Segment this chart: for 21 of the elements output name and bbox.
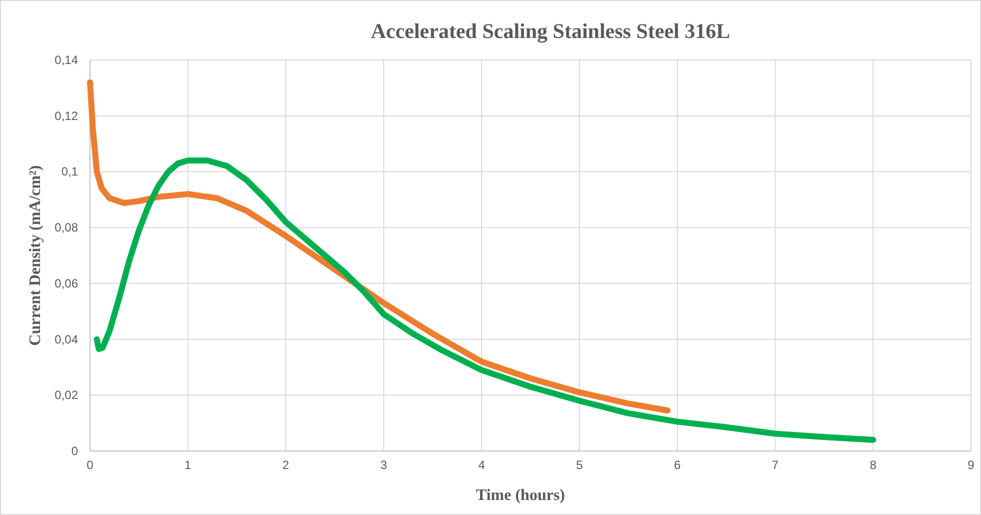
x-tick-label: 9 [968,458,975,472]
y-tick-label: 0,12 [54,108,78,123]
y-tick-label: 0,04 [54,332,78,346]
y-tick-label: 0 [71,444,78,458]
y-tick-label: 0,08 [54,220,78,235]
x-tick-label: 5 [576,458,584,472]
y-tick-label: 0,14 [54,53,78,67]
x-tick-label: 6 [674,458,681,472]
x-tick-label: 7 [772,458,779,472]
y-tick-label: 0,02 [54,388,78,402]
y-axis-title: Current Density (mA/cm²) [27,165,44,346]
y-tick-label: 0,1 [61,164,78,179]
x-tick-label: 1 [184,458,192,472]
x-axis-title: Time (hours) [476,487,566,504]
x-tick-label: 4 [478,458,486,472]
x-tick-label: 3 [380,458,388,472]
x-tick-label: 2 [282,458,290,472]
chart-title: Accelerated Scaling Stainless Steel 316L [370,19,730,43]
x-tick-label: 0 [86,458,94,472]
x-tick-label: 8 [870,458,877,472]
y-tick-label: 0,06 [54,276,78,290]
